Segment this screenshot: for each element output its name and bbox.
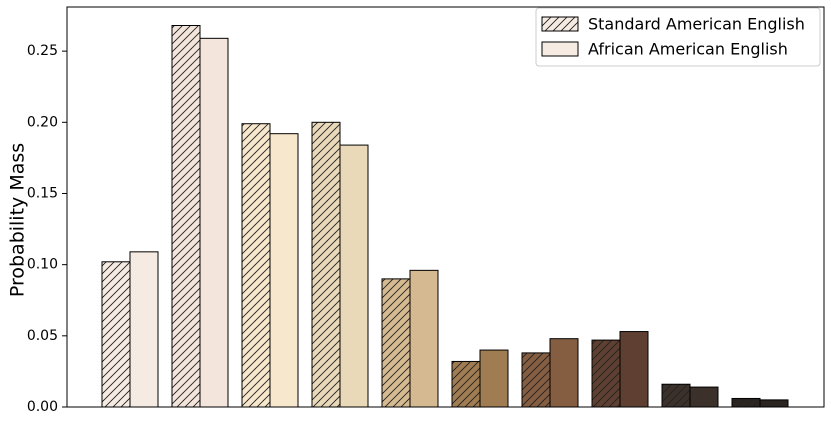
y-tick-label: 0.10 bbox=[27, 257, 58, 273]
bar bbox=[101, 261, 131, 408]
bar bbox=[661, 383, 691, 408]
bar bbox=[129, 251, 159, 408]
bar bbox=[339, 144, 369, 408]
bar bbox=[381, 278, 411, 408]
bar bbox=[591, 339, 621, 408]
bar bbox=[619, 331, 649, 408]
bar bbox=[731, 397, 761, 408]
bar bbox=[409, 269, 439, 408]
y-axis-label: Probability Mass bbox=[7, 143, 29, 297]
bar bbox=[479, 349, 509, 408]
y-tick-label: 0.00 bbox=[27, 399, 58, 415]
bar bbox=[759, 399, 789, 408]
bar bbox=[311, 121, 341, 408]
plot-frame bbox=[66, 6, 825, 408]
legend-swatch bbox=[541, 41, 579, 57]
y-tick-label: 0.05 bbox=[27, 328, 58, 344]
bar bbox=[241, 123, 271, 408]
y-tick-label: 0.20 bbox=[27, 114, 58, 130]
y-tick-label: 0.25 bbox=[27, 43, 58, 59]
bar bbox=[199, 37, 229, 408]
legend-label: Standard American English bbox=[588, 15, 805, 34]
legend-swatch bbox=[541, 16, 579, 32]
bar bbox=[549, 338, 579, 408]
legend-label: African American English bbox=[588, 40, 788, 59]
bar bbox=[521, 352, 551, 408]
bar bbox=[171, 25, 201, 408]
y-tick-label: 0.15 bbox=[27, 185, 58, 201]
bar bbox=[689, 386, 719, 408]
bar bbox=[451, 360, 481, 408]
bar bbox=[269, 133, 299, 408]
legend: Standard American English African America… bbox=[535, 7, 821, 67]
legend-box bbox=[535, 7, 821, 67]
